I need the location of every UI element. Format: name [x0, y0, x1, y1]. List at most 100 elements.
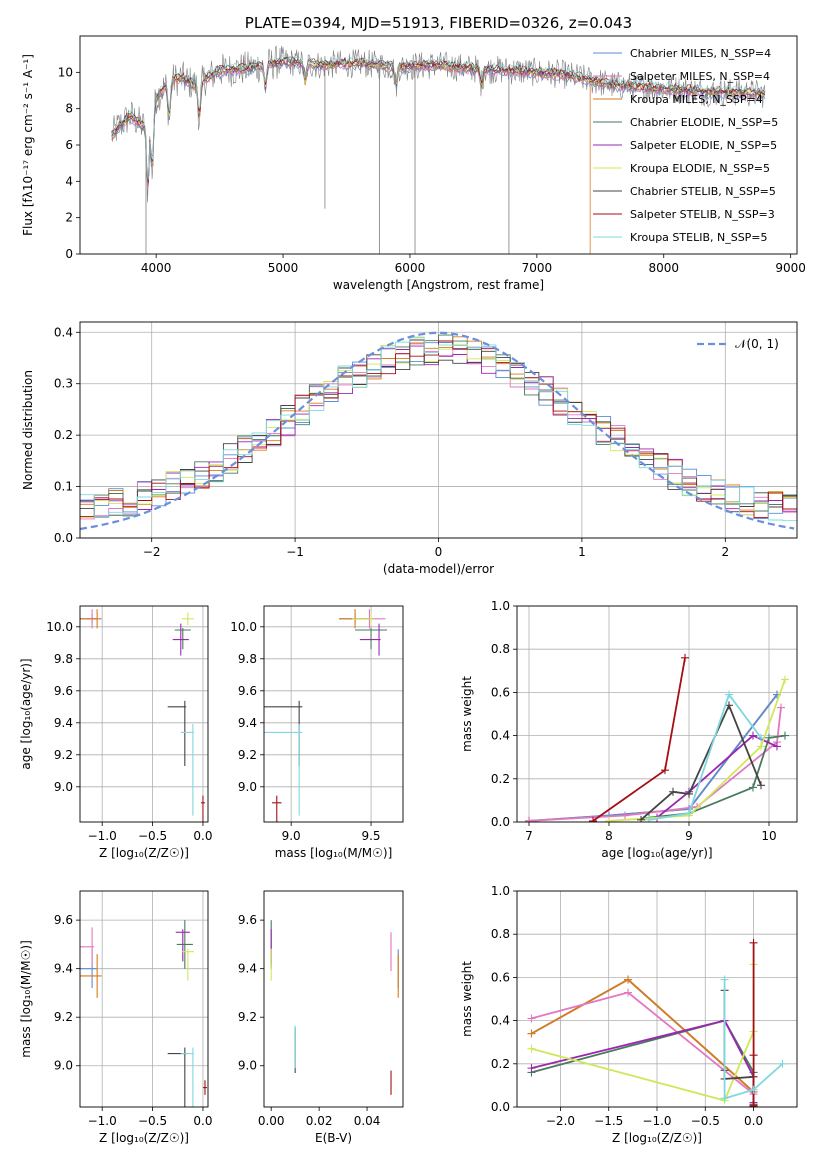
residuals-chart: −2 −1 0 1 2 0.0 0.1 0.2 0.3 0.4 (data-model)/error… [21, 321, 798, 576]
mw_age-series-kelodie [605, 675, 789, 822]
age_Z-ytick-5: 10.0 [46, 620, 73, 634]
age_Z-point-sstelib [200, 795, 205, 822]
spectrum-model-kelodie [111, 57, 766, 181]
mass_Z-ytick-0: 9.0 [54, 1059, 73, 1073]
spectrum-ytick-2: 4 [65, 174, 73, 188]
mass_Z-point-kmiles [80, 954, 102, 998]
mw_Z-ylabel: mass weight [460, 961, 474, 1037]
mw_Z-series-kelodie [527, 960, 758, 1105]
mw_age-xtick-0: 7 [525, 829, 533, 843]
spectrum-ytick-5: 10 [58, 65, 73, 79]
mass_Z-xtick-2: 0.0 [193, 1114, 212, 1128]
age_Z-xlabel: Z [log₁₀(Z/Z☉)] [99, 846, 189, 860]
mw_Z-xtick-2: −1.0 [642, 1114, 671, 1128]
residuals-xlabel: (data-model)/error [383, 562, 494, 576]
mass_ebv-xtick-1: 0.02 [306, 1114, 333, 1128]
age_Z-plot-area [80, 609, 205, 822]
mass_ebv-ytick-1: 9.2 [238, 1010, 257, 1024]
age_mass-chart: 9.0 9.5 9.0 9.2 9.4 9.6 9.8 10.0 mass [log₁₀(M/M… [230, 605, 404, 860]
mw_age-marker-kstelib-1 [685, 809, 693, 818]
age_mass-ytick-5: 10.0 [230, 620, 257, 634]
mw_Z-xlabel: Z [log₁₀(Z/Z☉)] [612, 1131, 702, 1145]
age_Z-ytick-0: 9.0 [54, 780, 73, 794]
mw_age-marker-cstelib-4 [757, 781, 765, 790]
mw_Z-ytick-3: 0.6 [491, 970, 510, 984]
mass_Z-point-sstelib [202, 1080, 207, 1095]
mw_Z-marker-kmiles-0 [527, 1029, 536, 1038]
age_mass-point-sstelib [271, 795, 282, 822]
mw_age-marker-smiles-4 [777, 703, 785, 712]
age_Z-xtick-2: 0.0 [193, 829, 212, 843]
mw_age-ytick-3: 0.6 [491, 685, 510, 699]
residuals-ytick-3: 0.3 [54, 377, 73, 391]
mw_age-series-cmiles [525, 690, 781, 822]
spectrum-xtick-2: 6000 [395, 261, 426, 275]
mass_Z-ytick-2: 9.4 [54, 962, 73, 976]
mw_Z-marker-sstelib-1 [749, 1051, 758, 1060]
residuals-ytick-4: 0.4 [54, 325, 73, 339]
age_Z-point-cstelib [167, 700, 187, 766]
age_mass-point-kelodie [351, 612, 373, 626]
residuals-ytick-1: 0.1 [54, 480, 73, 494]
residuals-frame [79, 321, 798, 539]
mw_Z-plot-area [527, 938, 787, 1107]
residuals-ytick-0: 0.0 [54, 531, 73, 545]
spectrum-ytick-1: 2 [65, 211, 73, 225]
mass_ebv-ytick-0: 9.0 [238, 1059, 257, 1073]
mw_age-xtick-1: 8 [605, 829, 613, 843]
mw_age-marker-selodie-2 [749, 731, 757, 740]
mw_age-frame [516, 605, 798, 823]
mass_Z-point-selodie [175, 929, 190, 962]
spectrum-xtick-0: 4000 [141, 261, 172, 275]
spectrum-legend-label-3: Chabrier ELODIE, N_SSP=5 [630, 116, 778, 129]
mw_age-marker-cstelib-0 [637, 815, 645, 822]
age_Z-point-selodie [172, 623, 189, 656]
age_Z-xtick-1: −0.5 [138, 829, 167, 843]
age_mass-ytick-0: 9.0 [238, 780, 257, 794]
mw_age-series-kstelib [645, 690, 765, 822]
spectrum-ytick-4: 8 [65, 102, 73, 116]
mw_age-ytick-0: 0.0 [491, 815, 510, 829]
spectrum-chart: 4000 5000 6000 7000 8000 9000 0 2 4 6 8 10 PLATE=039… [21, 14, 806, 292]
mw_Z-ytick-0: 0.0 [491, 1100, 510, 1114]
mw_Z-series-smiles [527, 988, 758, 1107]
mass_Z-point-cstelib [167, 1047, 187, 1107]
age_mass-point-cstelib [264, 700, 303, 766]
mw_age-marker-selodie-3 [773, 742, 781, 751]
mass_Z-chart: −1.0 −0.5 0.0 9.0 9.2 9.4 9.6 Z [log₁₀(Z/Z☉)] ma… [19, 890, 213, 1145]
residuals-xtick-2: 0 [435, 545, 443, 559]
mass_ebv-plot-area [270, 920, 399, 1095]
mass_Z-grid [80, 891, 208, 1107]
mw_Z-marker-kstelib-2 [749, 1085, 758, 1094]
mw_Z-marker-kelodie-0 [527, 1044, 536, 1053]
spectrum-xtick-5: 9000 [775, 261, 806, 275]
age_mass-ytick-3: 9.6 [238, 684, 257, 698]
mw_age-marker-sstelib-0 [589, 816, 597, 822]
mw_age-marker-kstelib-0 [645, 815, 653, 822]
age_Z-ytick-2: 9.4 [54, 716, 73, 730]
mw_Z-xtick-3: −0.5 [691, 1114, 720, 1128]
age_Z-frame [79, 605, 209, 823]
age_mass-plot-area [264, 609, 388, 822]
mw_age-marker-sstelib-1 [661, 766, 669, 775]
age_Z-point-kelodie [181, 612, 194, 626]
spectrum-model-kmiles [111, 61, 766, 185]
mass_ebv-ytick-3: 9.6 [238, 913, 257, 927]
mw_Z-ytick-4: 0.8 [491, 927, 510, 941]
spectrum-plot-area [111, 44, 766, 254]
spectrum-xtick-3: 7000 [522, 261, 553, 275]
mass_Z-xtick-0: −1.0 [88, 1114, 117, 1128]
age_mass-xlabel: mass [log₁₀(M/M☉)] [275, 846, 393, 860]
mw_Z-marker-kstelib-0 [720, 975, 729, 984]
spectrum-ylabel: Flux [fλ10⁻¹⁷ erg cm⁻² s⁻¹ A⁻¹] [21, 54, 35, 236]
mass_Z-ytick-1: 9.2 [54, 1010, 73, 1024]
spectrum-model-sstelib [111, 56, 766, 183]
residuals-xtick-1: −1 [286, 545, 304, 559]
spectrum-xtick-1: 5000 [268, 261, 299, 275]
mw_Z-grid [517, 890, 797, 1108]
mw_Z-marker-kstelib-1 [720, 1094, 729, 1103]
mw_age-marker-kelodie-2 [757, 742, 765, 751]
mass_Z-xlabel: Z [log₁₀(Z/Z☉)] [99, 1131, 189, 1145]
spectrum-legend-label-1: Salpeter MILES, N_SSP=4 [630, 70, 770, 83]
spectrum-legend-label-6: Chabrier STELIB, N_SSP=5 [630, 185, 776, 198]
